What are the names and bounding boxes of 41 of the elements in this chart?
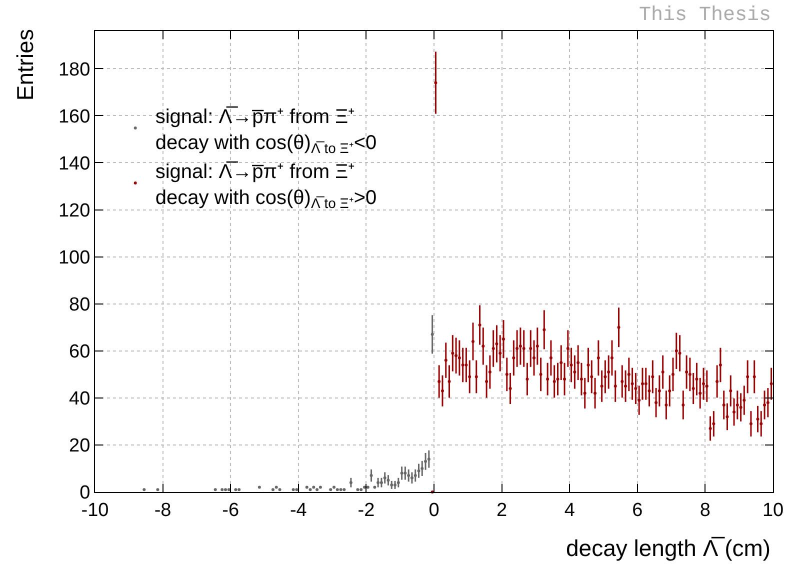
point [404, 472, 407, 475]
point [417, 469, 420, 472]
y-tick-label: 180 [58, 59, 90, 80]
point [349, 481, 352, 484]
point [383, 476, 386, 480]
y-tick-label: 60 [69, 342, 90, 363]
y-axis-title: Entries [12, 29, 38, 101]
point [400, 472, 404, 475]
x-tick-label: 2 [496, 500, 508, 521]
point [386, 478, 390, 482]
legend-label: signal: Λ̅→p̅π⁺ from Ξ⁺ decay with cos(θ)$_{Λ̅ to Ξ⁺}$>0 [155, 160, 377, 212]
x-tick-label: 8 [700, 500, 710, 521]
point [380, 481, 383, 484]
x-tick-label: 0 [428, 500, 440, 521]
point [420, 466, 424, 470]
point [424, 460, 428, 463]
point [427, 458, 430, 461]
x-tick-label: -6 [222, 500, 240, 521]
point [396, 481, 400, 484]
point [414, 474, 417, 478]
x-tick-label: 10 [762, 500, 784, 521]
point [370, 474, 373, 478]
x-tick-label: 6 [632, 500, 643, 521]
point [407, 474, 410, 478]
x-axis-title: decay length Λ̅ (cm) [566, 535, 771, 561]
x-tick-label: -4 [290, 500, 308, 521]
y-tick-label: 140 [58, 153, 90, 174]
x-tick-label: 4 [564, 500, 576, 521]
y-tick-label: 20 [69, 436, 90, 457]
point [390, 483, 394, 486]
x-tick-label: -2 [358, 500, 375, 521]
y-tick-label: 120 [58, 200, 90, 222]
point [410, 476, 414, 480]
point [430, 332, 434, 336]
text: This Thesis [639, 4, 772, 27]
y-tick-label: 160 [58, 106, 90, 128]
y-tick-label: 40 [69, 388, 90, 410]
y-tick-label: 100 [58, 247, 90, 268]
x-tick-label: -8 [154, 500, 172, 521]
point [376, 481, 380, 484]
y-tick-label: 80 [69, 294, 90, 316]
